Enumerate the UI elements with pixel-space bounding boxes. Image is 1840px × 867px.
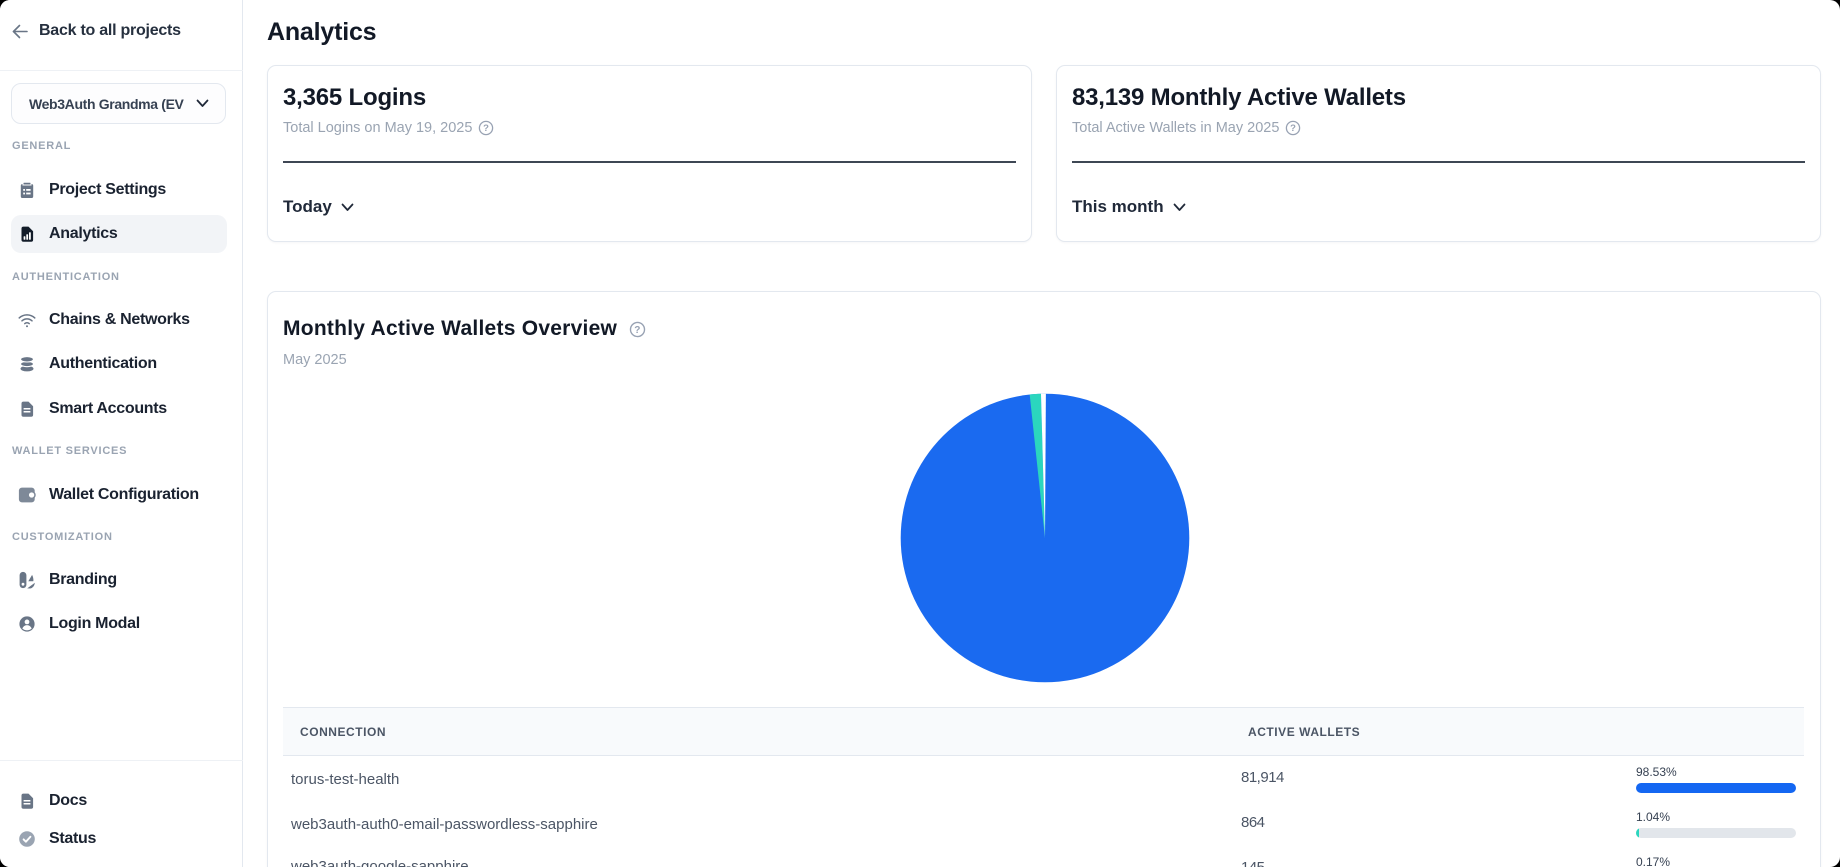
svg-text:?: ?	[484, 123, 490, 134]
svg-text:?: ?	[1290, 123, 1296, 134]
svg-text:?: ?	[634, 324, 640, 335]
